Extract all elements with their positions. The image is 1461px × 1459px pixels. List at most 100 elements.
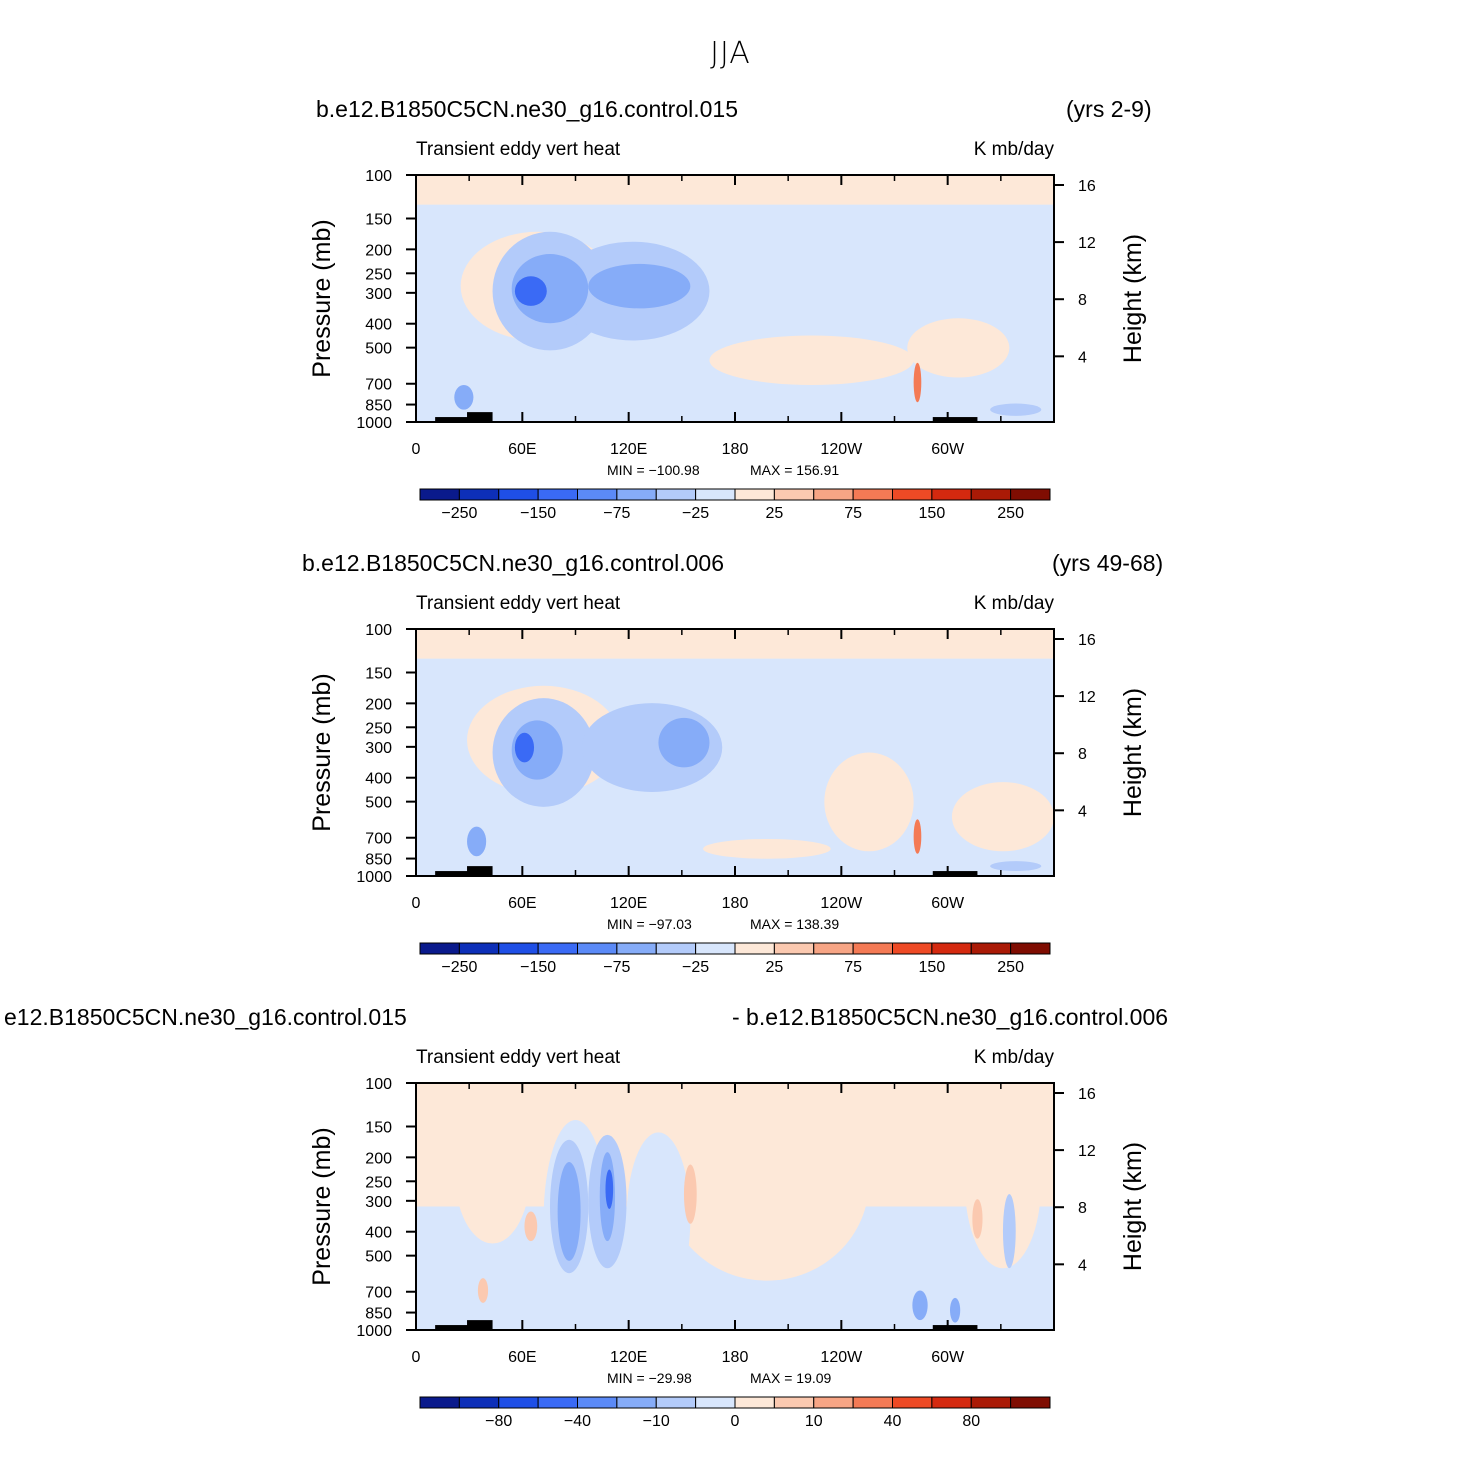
y-axis-right-title: Height (km)	[1119, 234, 1147, 363]
colorbar-swatch	[616, 1396, 657, 1409]
height-tick-label: 16	[1078, 1086, 1096, 1103]
y-tick-label: 500	[365, 795, 392, 812]
y-tick-label: 500	[365, 341, 392, 358]
y-tick-label: 1000	[356, 869, 392, 886]
colorbar-label: −25	[682, 959, 709, 976]
height-tick-label: 4	[1078, 1257, 1087, 1274]
height-tick-label: 8	[1078, 746, 1087, 763]
colorbar-swatch	[577, 488, 618, 501]
colorbar-label: 75	[844, 959, 862, 976]
variable-label: Transient eddy vert heat	[416, 139, 621, 160]
contour-region	[477, 1278, 489, 1303]
x-tick-label: 60W	[931, 1349, 965, 1366]
contour-region	[824, 752, 914, 852]
y-tick-label: 150	[365, 665, 392, 682]
colorbar-swatch	[970, 488, 1012, 501]
x-tick-label: 0	[412, 895, 421, 912]
contour-region	[703, 838, 831, 859]
colorbar-swatch	[419, 488, 460, 501]
case-name-left: b.e12.B1850C5CN.ne30_g16.control.015	[316, 96, 738, 122]
colorbar-swatch	[537, 1396, 578, 1409]
height-tick-label: 12	[1078, 1143, 1096, 1160]
colorbar-swatch	[931, 1396, 972, 1409]
topography	[435, 871, 487, 876]
min-label: MIN = −29.98	[607, 1370, 692, 1386]
colorbar-swatch	[577, 1396, 618, 1409]
colorbar-label: −40	[564, 1413, 591, 1430]
panel-2-plot: 0 60E 120E 180 120W 60W 100 150 200 250 300 400 500 7…	[308, 593, 1147, 976]
contour-region	[709, 335, 914, 385]
y-axis-right-title: Height (km)	[1119, 1142, 1147, 1271]
x-tick-label: 60E	[508, 895, 536, 912]
height-tick-label: 12	[1078, 235, 1096, 252]
contour-region	[514, 732, 535, 763]
x-tick-label: 120E	[610, 441, 647, 458]
y-tick-label: 300	[365, 740, 392, 757]
colorbar-label: 40	[884, 1413, 902, 1430]
y-tick-label: 700	[365, 831, 392, 848]
contour-region	[557, 1162, 581, 1261]
colorbar-swatch	[577, 942, 618, 955]
contour-region	[913, 819, 922, 854]
colorbar-swatch	[734, 1396, 775, 1409]
x-tick-label: 60W	[931, 895, 965, 912]
height-tick-label: 8	[1078, 292, 1087, 309]
contour-region	[658, 717, 710, 768]
y-tick-label: 700	[365, 1285, 392, 1302]
colorbar-label: 150	[919, 959, 946, 976]
min-label: MIN = −97.03	[607, 916, 692, 932]
colorbar-swatch	[616, 488, 657, 501]
colorbar-label: −80	[485, 1413, 512, 1430]
colorbar-swatch	[970, 942, 1012, 955]
colorbar-label: 250	[997, 959, 1024, 976]
y-tick-label: 200	[365, 696, 392, 713]
height-tick-label: 8	[1078, 1200, 1087, 1217]
x-tick-label: 60W	[931, 441, 965, 458]
topography	[932, 1325, 978, 1330]
colorbar-swatch	[813, 1396, 854, 1409]
contour-region	[467, 826, 487, 857]
x-tick-label: 180	[722, 895, 749, 912]
colorbar-label: 25	[765, 505, 783, 522]
colorbar-label: −150	[520, 505, 556, 522]
case-years: (yrs 2-9)	[1066, 96, 1152, 122]
colorbar-swatch	[734, 942, 775, 955]
contour-region	[588, 263, 691, 309]
y-tick-label: 200	[365, 1150, 392, 1167]
case-name-left: b.e12.B1850C5CN.ne30_g16.control.006	[302, 550, 724, 576]
topography	[435, 417, 487, 422]
x-tick-label: 120E	[610, 895, 647, 912]
colorbar-swatch	[695, 1396, 736, 1409]
contour-region	[605, 1169, 614, 1209]
contour-region	[990, 403, 1042, 416]
height-tick-label: 4	[1078, 803, 1087, 820]
y-tick-label: 250	[365, 720, 392, 737]
y-tick-label: 700	[365, 377, 392, 394]
y-tick-label: 250	[365, 266, 392, 283]
colorbar-swatch	[498, 1396, 539, 1409]
panel-3-plot: 0 60E 120E 180 120W 60W1001502002503004005007…	[308, 1047, 1147, 1430]
colorbar-swatch	[616, 942, 657, 955]
topography	[467, 1320, 493, 1330]
colorbar-swatch	[695, 942, 736, 955]
x-tick-label: 60E	[508, 1349, 536, 1366]
y-tick-label: 200	[365, 242, 392, 259]
variable-label: Transient eddy vert heat	[416, 593, 621, 614]
contour-region	[972, 1199, 983, 1239]
min-label: MIN = −100.98	[607, 462, 700, 478]
colorbar-swatch	[892, 488, 933, 501]
y-tick-label: 400	[365, 1225, 392, 1242]
colorbar-swatch	[537, 488, 578, 501]
units-label: K mb/day	[974, 139, 1055, 160]
colorbar-swatch	[655, 1396, 697, 1409]
y-tick-label: 300	[365, 1194, 392, 1211]
colorbar-swatch	[931, 488, 972, 501]
contour-region	[514, 276, 547, 306]
colorbar-label: −150	[520, 959, 556, 976]
colorbar-label: −250	[441, 959, 477, 976]
colorbar-swatch	[852, 942, 893, 955]
x-tick-label: 0	[412, 441, 421, 458]
colorbar-label: −250	[441, 505, 477, 522]
colorbar-swatch	[813, 488, 854, 501]
